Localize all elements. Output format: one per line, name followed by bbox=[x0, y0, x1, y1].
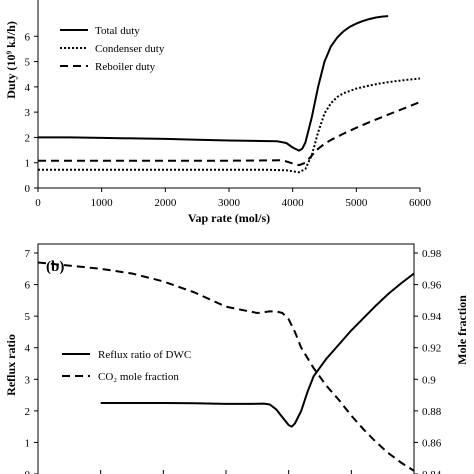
panel-b-left-tick-label: 6 bbox=[25, 280, 31, 292]
panel-a-y-tick-label: 1 bbox=[25, 158, 31, 170]
panel-a-x-tick-label: 5000 bbox=[345, 197, 368, 209]
panel-a-y-tick-label: 4 bbox=[25, 82, 31, 94]
panel-b-right-tick-label: 0.92 bbox=[422, 343, 441, 355]
panel-b-left-tick-label: 4 bbox=[25, 343, 31, 355]
panel-a-series-total-duty bbox=[38, 15, 389, 152]
panel-b-left-tick-label: 3 bbox=[25, 374, 31, 386]
panel-b-x-ticks bbox=[100, 470, 352, 474]
panel-b-series bbox=[37, 261, 415, 472]
panel-b-right-tick-label: 0.94 bbox=[422, 311, 442, 323]
panel-b-right-tick-label: 0.98 bbox=[422, 248, 442, 260]
panel-a-y-tick-label: 5 bbox=[25, 57, 31, 69]
panel-a-y-tick-label: 2 bbox=[25, 132, 31, 144]
panel-a-y-tick-label: 3 bbox=[25, 107, 31, 119]
legend-reboiler-duty-label: Reboiler duty bbox=[95, 61, 156, 73]
panel-a-y-tick-label: 6 bbox=[25, 31, 31, 43]
panel-b-right-tick-label: 0.86 bbox=[422, 437, 442, 449]
panel-b-right-ticks: 0.84 0.86 0.88 0.9 0.92 0.94 0.96 0.98 bbox=[414, 248, 442, 474]
panel-b-series-reflux-ratio bbox=[100, 272, 415, 428]
panel-a-x-tick-label: 0 bbox=[35, 197, 41, 209]
legend-total-duty-label: Total duty bbox=[95, 25, 140, 37]
panel-b-legend: Reflux ratio of DWC CO₂ mole fraction bbox=[62, 349, 191, 383]
panel-b-left-tick-label: 5 bbox=[25, 311, 31, 323]
panel-a-x-ticks: 0 1000 2000 3000 4000 5000 6000 bbox=[35, 188, 432, 209]
panel-b-right-tick-label: 0.96 bbox=[422, 280, 442, 292]
panel-a-series-condenser-duty bbox=[38, 77, 421, 174]
panel-a-x-tick-label: 2000 bbox=[154, 197, 177, 209]
panel-a-y-tick-label: 0 bbox=[25, 183, 31, 195]
panel-a: 0 1000 2000 3000 4000 5000 6000 0 1 2 3 4 5 6 Vap ra… bbox=[4, 0, 432, 225]
panel-a-x-tick-label: 1000 bbox=[91, 197, 114, 209]
panel-b-left-ticks: 0 1 2 3 4 5 6 7 bbox=[25, 248, 38, 474]
panel-b-left-tick-label: 1 bbox=[25, 437, 31, 449]
legend-co2-fraction-label: CO₂ mole fraction bbox=[98, 371, 179, 383]
panel-b-left-tick-label: 7 bbox=[25, 248, 31, 260]
panel-a-series-reboiler-duty bbox=[38, 101, 421, 167]
panel-a-y-axis-title: Duty (10⁹ kJ/h) bbox=[4, 21, 18, 99]
panel-a-y-ticks: 0 1 2 3 4 5 6 bbox=[25, 31, 38, 195]
legend-condenser-duty-label: Condenser duty bbox=[95, 43, 165, 55]
panel-a-series bbox=[38, 15, 421, 174]
panel-a-legend: Total duty Condenser duty Reboiler duty bbox=[60, 25, 165, 73]
legend-reflux-ratio-label: Reflux ratio of DWC bbox=[98, 349, 191, 361]
panel-b-left-axis-title: Reflux ratio bbox=[4, 334, 18, 396]
panel-b-frame bbox=[37, 243, 415, 474]
panel-b-right-axis-title: Mole fraction bbox=[455, 295, 469, 365]
panel-b-right-tick-label: 0.9 bbox=[422, 374, 436, 386]
panel-b-series-co2-mole-fraction bbox=[37, 261, 415, 472]
panel-a-x-tick-label: 6000 bbox=[409, 197, 432, 209]
panel-b-right-tick-label: 0.88 bbox=[422, 406, 442, 418]
panel-b-label: (b) bbox=[46, 259, 64, 275]
panel-a-x-tick-label: 4000 bbox=[282, 197, 305, 209]
panel-a-x-tick-label: 3000 bbox=[218, 197, 241, 209]
panel-a-x-axis-title: Vap rate (mol/s) bbox=[188, 211, 270, 225]
panel-b: 0 1 2 3 4 5 6 7 0.84 0.86 0.88 0.9 0.92 0.94 0.96 0.98… bbox=[4, 243, 469, 474]
panel-b-right-tick-label: 0.84 bbox=[422, 469, 442, 474]
panel-b-left-tick-label: 0 bbox=[25, 469, 31, 474]
panel-b-left-tick-label: 2 bbox=[25, 406, 31, 418]
